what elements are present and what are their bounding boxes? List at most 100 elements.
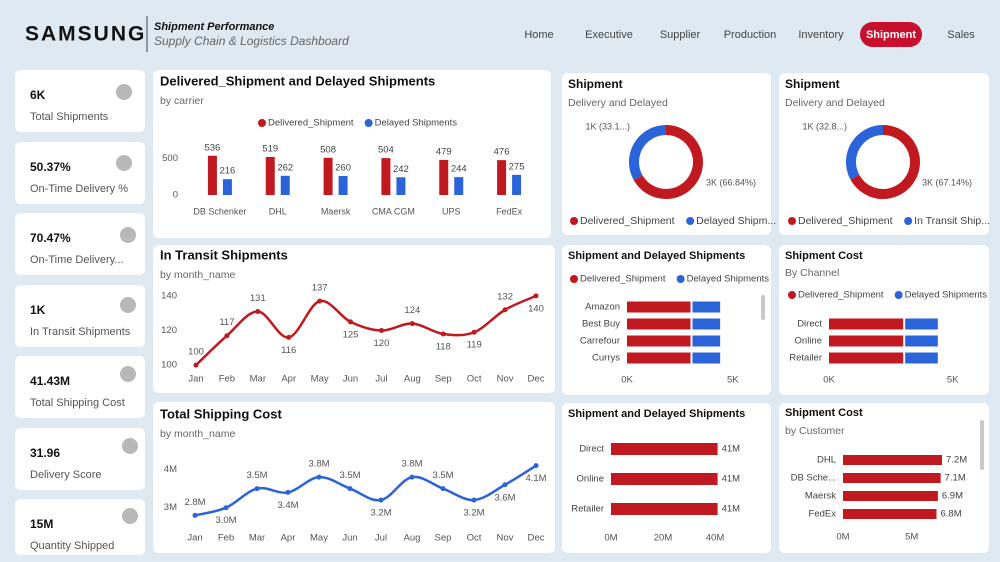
chart-title: Shipment Cost [785,250,863,262]
kpi-value: 1K [30,303,46,317]
data-label: 125 [343,329,359,340]
nav-item[interactable]: Inventory [798,29,844,41]
bar [627,352,691,364]
point [502,482,508,488]
nav: Home Executive Supplier Production Inven… [524,29,975,41]
point [502,307,508,313]
point [316,474,322,480]
chart-subtitle: Delivery and Delayed [568,97,668,109]
scrollbar[interactable] [761,295,765,320]
legend-label: Delayed Shipments [687,274,770,285]
chart-subtitle: By Channel [785,267,839,279]
bar [692,301,721,313]
kpi-card [15,285,145,347]
bar [829,352,904,364]
bar [905,335,938,347]
chart-card [779,73,989,235]
data-label: 41M [722,474,741,485]
x-tick-label: FedEx [496,206,523,216]
nav-item[interactable]: Production [724,29,777,41]
data-label: 3.6M [494,492,515,503]
scrollbar[interactable] [980,420,984,470]
data-label: 476 [494,147,510,158]
nav-item[interactable]: Supplier [660,29,701,41]
donut-slice [846,125,883,180]
point [317,298,323,304]
bar [611,443,718,455]
bar [222,179,232,195]
legend-dot [258,119,266,127]
kpi-card [15,70,145,132]
nav-item[interactable]: Executive [585,29,633,41]
nav-item[interactable]: Shipment [866,29,916,41]
legend-label: Delayed Shipm... [696,215,776,227]
data-label: 3.4M [277,500,298,511]
data-label: 3.0M [215,515,236,526]
y-tick-label: Online [577,474,604,485]
y-tick-label: 140 [161,290,177,301]
data-label: 3K (67.14%) [922,177,972,187]
donut-slice [629,125,666,181]
data-label: 3.5M [432,470,453,481]
legend-dot [676,275,685,283]
x-tick-label: Mar [249,533,265,544]
x-tick-label: Oct [467,533,482,544]
bar [497,160,507,195]
x-tick-label: Feb [219,374,235,385]
kpi-card [15,356,145,418]
legend-dot [570,275,578,283]
data-label: 131 [250,293,266,304]
legend-label: Delayed Shipments [905,290,988,301]
bar [611,503,718,515]
kpi-icon [122,508,138,524]
kpi-icon [120,297,136,313]
x-tick-label: May [310,533,328,544]
point [193,362,199,368]
data-label: 3.5M [246,470,267,481]
data-label: 6.8M [941,509,962,520]
kpi-label: Delivery Score [30,469,102,481]
chart-title: Shipment and Delayed Shipments [568,250,745,262]
legend-label: In Transit Ship... [914,215,990,227]
data-label: 140 [528,303,544,314]
x-tick-label: 5K [727,375,739,386]
x-tick-label: DB Schenker [193,206,246,216]
legend-label: Delivered_Shipment [268,118,354,129]
data-label: 132 [497,291,513,302]
y-tick-label: 4M [164,464,177,475]
y-tick-label: DB Sche... [791,473,836,484]
data-label: 1K (32.8...) [802,121,847,131]
kpi-card [15,428,145,490]
y-tick-label: FedEx [809,509,837,520]
nav-item[interactable]: Home [524,29,553,41]
y-tick-label: Direct [797,319,822,330]
x-tick-label: 0K [621,375,633,386]
point [409,321,415,327]
header-subtitle: Supply Chain & Logistics Dashboard [154,34,349,48]
kpi-value: 15M [30,517,53,531]
x-tick-label: Aug [404,374,421,385]
y-tick-label: Amazon [585,302,620,313]
x-tick-label: Oct [467,374,482,385]
y-tick-label: Retailer [789,353,822,364]
data-label: 242 [393,164,409,175]
kpi-cards [15,70,145,555]
bar [843,509,937,519]
data-label: 41M [722,444,741,455]
data-label: 3.8M [308,459,329,470]
x-tick-label: Sep [435,533,452,544]
bar [843,473,941,483]
point [471,497,477,503]
x-tick-label: Dec [528,374,545,385]
kpi-card [15,499,145,555]
bar [265,157,275,195]
bar [439,159,449,195]
point [254,486,260,492]
nav-item[interactable]: Sales [947,29,975,41]
x-tick-label: Maersk [321,206,351,216]
data-label: 262 [277,162,293,173]
data-label: 536 [204,142,220,153]
chart-card [153,402,555,553]
